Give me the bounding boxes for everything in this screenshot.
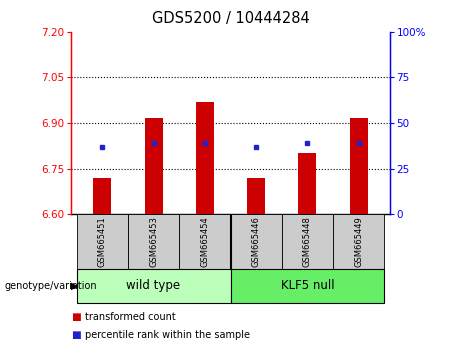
Bar bbox=[128, 214, 179, 269]
Bar bbox=[179, 214, 230, 269]
Text: ■: ■ bbox=[71, 330, 81, 339]
Text: GDS5200 / 10444284: GDS5200 / 10444284 bbox=[152, 11, 309, 25]
Text: ■: ■ bbox=[71, 312, 81, 322]
Bar bbox=[93, 178, 111, 214]
Bar bbox=[230, 214, 282, 269]
Text: wild type: wild type bbox=[126, 279, 181, 292]
Text: percentile rank within the sample: percentile rank within the sample bbox=[85, 330, 250, 339]
Text: transformed count: transformed count bbox=[85, 312, 176, 322]
Bar bbox=[333, 214, 384, 269]
Text: GSM665454: GSM665454 bbox=[201, 216, 209, 267]
Text: GSM665453: GSM665453 bbox=[149, 216, 158, 267]
Bar bbox=[77, 214, 128, 269]
Text: genotype/variation: genotype/variation bbox=[5, 281, 97, 291]
Bar bbox=[196, 102, 214, 214]
Bar bbox=[298, 153, 316, 214]
Bar bbox=[145, 119, 163, 214]
Bar bbox=[282, 214, 333, 269]
Text: ▶: ▶ bbox=[71, 281, 79, 291]
Text: GSM665446: GSM665446 bbox=[252, 216, 260, 267]
Text: GSM665448: GSM665448 bbox=[303, 216, 312, 267]
Bar bbox=[247, 178, 265, 214]
Text: KLF5 null: KLF5 null bbox=[281, 279, 334, 292]
Text: GSM665449: GSM665449 bbox=[354, 216, 363, 267]
Text: GSM665451: GSM665451 bbox=[98, 216, 107, 267]
Bar bbox=[77, 269, 230, 303]
Bar bbox=[350, 119, 368, 214]
Bar bbox=[230, 269, 384, 303]
